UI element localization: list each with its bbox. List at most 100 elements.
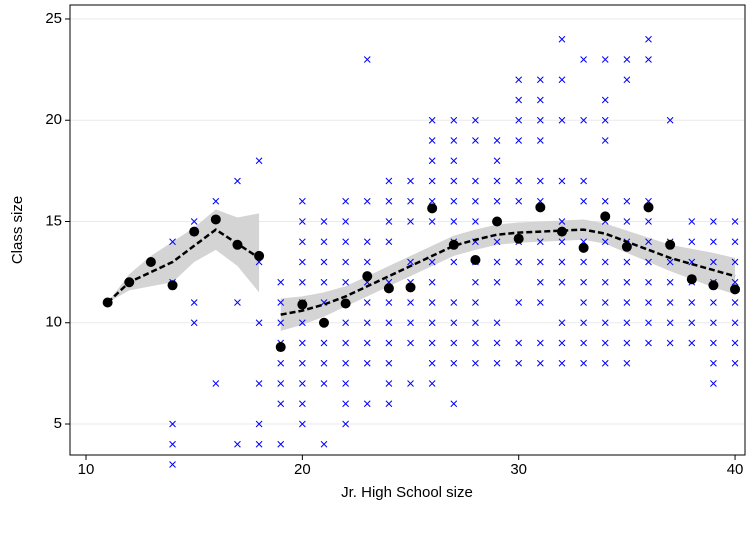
cross-point (536, 177, 544, 185)
cross-point (472, 339, 479, 347)
cross-point (623, 359, 631, 367)
plot-frame (69, 4, 746, 456)
cross-point (320, 339, 328, 347)
cross-point (688, 238, 696, 246)
cross-point (601, 56, 609, 63)
mean-point (124, 277, 135, 288)
cross-point (493, 359, 501, 367)
cross-point (428, 339, 436, 347)
cross-point (342, 339, 349, 347)
mean-point (102, 297, 113, 308)
cross-point (255, 319, 263, 327)
cross-point (493, 258, 501, 266)
cross-point (342, 319, 349, 327)
mean-point (318, 317, 329, 328)
cross-point (515, 76, 523, 84)
mean-point (730, 284, 741, 295)
cross-point (472, 299, 479, 306)
mean-point (254, 250, 265, 261)
cross-point (385, 339, 393, 347)
cross-point (320, 359, 328, 367)
cross-point (472, 278, 479, 286)
cross-point (710, 380, 717, 387)
cross-point (428, 278, 436, 286)
cross-point (515, 197, 523, 205)
cross-point (363, 319, 371, 327)
cross-point (580, 177, 587, 185)
cross-point (666, 319, 674, 327)
cross-point (407, 177, 414, 185)
cross-point (558, 76, 566, 84)
cross-point (450, 359, 458, 367)
cross-point (645, 339, 652, 347)
cross-point (385, 299, 393, 306)
cross-point (536, 299, 544, 306)
cross-point (623, 299, 631, 306)
cross-point (363, 56, 371, 63)
cross-point (277, 319, 285, 327)
cross-point (645, 299, 652, 306)
cross-point (515, 116, 523, 124)
cross-point (385, 380, 393, 387)
cross-point (558, 278, 566, 286)
mean-point (210, 214, 221, 225)
cross-point (536, 359, 544, 367)
cross-point (558, 238, 566, 246)
cross-point (710, 299, 717, 306)
cross-point (645, 278, 652, 286)
cross-point (450, 400, 458, 408)
cross-point (299, 400, 306, 408)
x-tick-label: 20 (294, 461, 311, 478)
cross-point (601, 238, 609, 246)
cross-point (385, 359, 393, 367)
cross-point (428, 177, 436, 185)
cross-point (428, 116, 436, 124)
cross-point (666, 299, 674, 306)
cross-point (666, 278, 674, 286)
mean-point (470, 254, 481, 265)
mean-point (708, 280, 719, 291)
mean-point (427, 203, 438, 214)
cross-point (623, 197, 631, 205)
cross-point (428, 258, 436, 266)
mean-point (513, 233, 524, 244)
mean-point (600, 211, 611, 222)
mean-point (167, 280, 178, 291)
cross-point (385, 218, 393, 225)
cross-point (169, 440, 176, 448)
cross-point (212, 380, 220, 387)
cross-point (363, 197, 371, 205)
cross-point (472, 197, 479, 205)
cross-point (190, 319, 198, 327)
mean-point (686, 274, 697, 285)
cross-point (342, 238, 349, 246)
cross-point (277, 299, 285, 306)
cross-point (601, 339, 609, 347)
cross-point (536, 137, 544, 144)
cross-point (688, 339, 696, 347)
cross-point (277, 278, 285, 286)
cross-point (190, 299, 198, 306)
cross-point (710, 359, 717, 367)
cross-point (536, 76, 544, 84)
cross-point (169, 420, 176, 428)
cross-point (623, 258, 631, 266)
cross-point (536, 339, 544, 347)
cross-point (299, 238, 306, 246)
cross-point (342, 359, 349, 367)
cross-point (601, 137, 609, 144)
cross-point (515, 177, 523, 185)
cross-point (277, 359, 285, 367)
cross-point (645, 319, 652, 327)
cross-point (428, 197, 436, 205)
cross-point (710, 339, 717, 347)
cross-point (428, 299, 436, 306)
cross-point (363, 400, 371, 408)
cross-point (450, 258, 458, 266)
cross-point (601, 359, 609, 367)
cross-point (363, 258, 371, 266)
cross-point (428, 319, 436, 327)
cross-point (277, 380, 285, 387)
cross-point (688, 299, 696, 306)
cross-point (645, 218, 652, 225)
